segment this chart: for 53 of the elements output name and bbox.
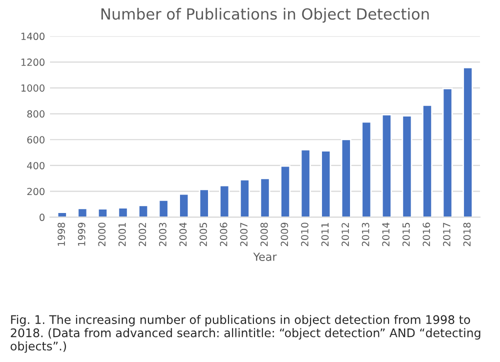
x-tick-label: 2009: [280, 222, 288, 246]
bar: [158, 199, 169, 218]
bar: [178, 193, 190, 218]
x-tick-label: 2013: [362, 222, 370, 246]
x-tick-label: 2004: [179, 222, 187, 246]
x-tick-label: 2001: [118, 222, 126, 246]
bar: [118, 207, 128, 218]
bar: [320, 150, 332, 218]
bar: [402, 115, 412, 218]
y-tick-label: 400: [27, 162, 44, 170]
x-tick-label: 2018: [463, 222, 471, 246]
x-tick-label: 2016: [422, 222, 430, 246]
y-tick-label: 0: [40, 214, 44, 222]
bar: [219, 184, 230, 218]
bar: [56, 212, 68, 218]
x-tick-label: 2003: [159, 222, 166, 246]
x-tick-label: 2014: [382, 222, 390, 246]
bar: [97, 208, 108, 218]
caption: Fig. 1. The increasing number of publications in object detection from 1998 to 2018. (Data from advanced search: allintitle: “object detection” AND “detecting objects”.): [10, 314, 480, 353]
bar: [198, 188, 210, 218]
x-tick-label: 2000: [98, 222, 106, 246]
bar: [77, 208, 88, 218]
x-tick-label: 2012: [342, 223, 349, 246]
x-tick-label: 2006: [220, 222, 228, 246]
x-axis-title: Year: [253, 252, 277, 261]
x-tick-label: 2011: [321, 222, 329, 246]
y-tick-label: 600: [27, 136, 44, 144]
chart-title: Number of Publications in Object Detection: [101, 8, 429, 23]
y-tick-label: 1000: [21, 84, 44, 92]
bar: [260, 178, 270, 218]
bar: [280, 165, 291, 218]
x-tick-label: 2017: [443, 222, 450, 246]
x-tick-label: 1998: [58, 222, 65, 246]
y-tick-label: 1200: [21, 58, 44, 66]
x-tick-label: 2005: [200, 222, 207, 246]
y-tick-label: 200: [27, 188, 44, 196]
bar: [442, 88, 453, 218]
x-tick-label: 2010: [301, 222, 308, 246]
x-tick-label: 1999: [78, 222, 86, 246]
x-tick-label: 2015: [402, 222, 410, 246]
bar: [138, 204, 149, 218]
bar: [239, 179, 250, 218]
x-tick-label: 2007: [240, 222, 248, 246]
bar: [422, 104, 433, 218]
x-tick-label: 2008: [260, 222, 268, 246]
y-tick-label: 800: [27, 110, 44, 118]
bar: [361, 121, 372, 218]
bar: [300, 149, 311, 218]
y-tick-label: 1400: [21, 32, 44, 40]
x-tick-label: 2002: [138, 223, 146, 246]
bar: [462, 66, 474, 218]
bar: [340, 138, 352, 218]
bar: [381, 114, 392, 218]
